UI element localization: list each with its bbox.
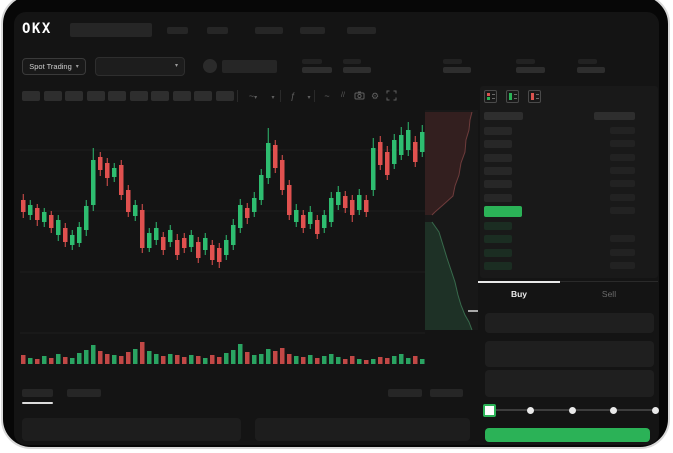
sell-row-price[interactable] [484, 193, 512, 202]
slider-stop[interactable] [527, 406, 534, 414]
interval-button[interactable] [194, 91, 212, 101]
price-input[interactable] [485, 313, 654, 333]
amount-input[interactable] [485, 341, 654, 367]
interval-button[interactable] [172, 91, 191, 101]
wave-icon[interactable]: ~ [324, 91, 330, 101]
buy-row-size [610, 248, 635, 256]
sell-row-price[interactable] [484, 127, 512, 135]
sells-view-icon[interactable] [528, 90, 541, 103]
buy-row-price[interactable] [484, 222, 512, 230]
stat-label-placeholder [343, 59, 361, 64]
buy-row-size [610, 261, 635, 269]
market-type-selector[interactable]: Spot Trading ▾ [22, 58, 86, 75]
tab-buy[interactable]: Buy [510, 289, 528, 299]
interval-button[interactable] [151, 91, 169, 101]
sell-row-price[interactable] [484, 140, 512, 149]
interval-button[interactable] [129, 91, 148, 101]
nav-item[interactable] [167, 27, 188, 34]
pair-name-placeholder [222, 60, 277, 73]
app-screen: OKX Spot Trading ▾ ▾ ~▾ ▾ ƒ [14, 12, 659, 445]
table-action-placeholder[interactable] [388, 389, 422, 397]
stat-label-placeholder [302, 59, 322, 64]
nav-item[interactable] [255, 27, 283, 34]
slider-stop[interactable] [610, 406, 617, 414]
last-price-size [610, 207, 635, 214]
stat-value-placeholder [443, 67, 471, 73]
orders-table-placeholder [22, 418, 241, 441]
okx-logo: OKX [22, 21, 52, 37]
active-tab-indicator [478, 281, 560, 283]
stat-value-placeholder [343, 67, 371, 73]
sell-row-size [610, 127, 635, 134]
buy-row-price[interactable] [484, 261, 512, 270]
stat-label-placeholder [443, 59, 462, 64]
pair-selector[interactable]: ▾ [95, 57, 185, 76]
stat-label-placeholder [578, 59, 597, 64]
nav-item[interactable] [207, 27, 228, 34]
fullscreen-icon[interactable] [384, 90, 398, 102]
sell-row-size [610, 140, 635, 148]
camera-icon[interactable] [352, 90, 366, 102]
indicator-wave-icon[interactable]: ~▾ [248, 91, 258, 101]
search-placeholder[interactable] [70, 23, 152, 37]
sell-row-price[interactable] [484, 153, 512, 162]
stat-value-placeholder [516, 67, 545, 73]
table-action-placeholder[interactable] [430, 389, 463, 397]
interval-button[interactable] [108, 91, 126, 101]
sell-row-size [610, 193, 635, 201]
interval-button[interactable] [86, 91, 105, 101]
history-tab-active[interactable] [22, 389, 53, 397]
orders-table-placeholder [255, 418, 470, 441]
slider-stop[interactable] [651, 406, 659, 414]
buys-view-icon[interactable] [506, 90, 519, 103]
split-view-icon[interactable] [484, 90, 497, 103]
stat-value-placeholder [577, 67, 605, 73]
buy-row-price[interactable] [484, 235, 512, 244]
buy-row-price[interactable] [484, 248, 512, 257]
sell-row-price[interactable] [484, 166, 512, 175]
chevron-down-icon: ▾ [75, 63, 79, 70]
chevron-down-icon: ▾ [174, 63, 178, 69]
toolbar-divider [237, 90, 238, 102]
last-price-highlight [484, 206, 522, 217]
slider-handle[interactable] [482, 403, 496, 417]
sell-row-price[interactable] [484, 180, 512, 189]
history-tab[interactable] [67, 389, 101, 397]
toolbar-divider [314, 90, 315, 102]
stat-value-placeholder [302, 67, 332, 73]
active-tab-underline [22, 402, 53, 404]
settings-gear-icon[interactable]: ⚙ [370, 91, 380, 101]
slider-stop[interactable] [568, 406, 576, 414]
nav-item[interactable] [300, 27, 325, 34]
coin-avatar [203, 59, 217, 73]
candlestick-chart[interactable] [20, 110, 478, 368]
stat-label-placeholder [516, 59, 535, 64]
toolbar-divider [280, 90, 281, 102]
trade-tabbar: Buy Sell [478, 281, 658, 312]
buy-submit-button[interactable] [485, 428, 650, 442]
fx-icon[interactable]: ƒ [290, 91, 296, 101]
tab-sell[interactable]: Sell [601, 289, 617, 299]
chevron-down-icon[interactable]: ▾ [307, 95, 311, 101]
interval-button[interactable] [43, 91, 62, 101]
sell-row-size [610, 180, 635, 188]
sell-row-size [610, 166, 635, 174]
interval-button[interactable] [22, 91, 40, 101]
buy-row-size [610, 235, 635, 243]
chevron-down-icon[interactable]: ▾ [271, 95, 275, 101]
compare-icon[interactable]: // [341, 92, 345, 99]
total-input[interactable] [485, 370, 654, 397]
interval-button[interactable] [65, 91, 83, 101]
orderbook-header-placeholder [594, 112, 635, 120]
orderbook-header-placeholder [484, 112, 523, 120]
interval-button[interactable] [215, 91, 234, 101]
market-type-label: Spot Trading [29, 62, 72, 71]
sell-row-size [610, 153, 635, 161]
nav-item[interactable] [347, 27, 376, 34]
